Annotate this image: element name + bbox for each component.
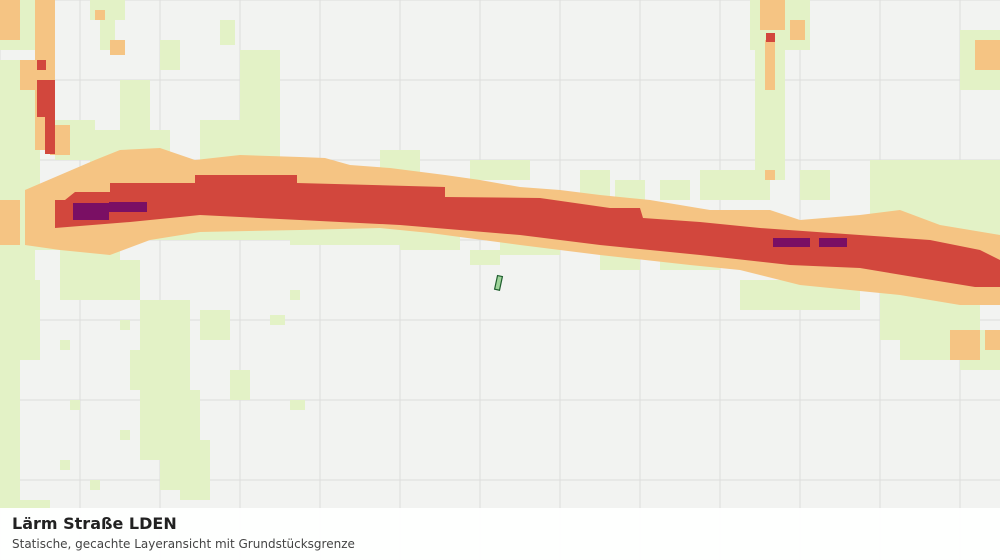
noise-zone-low xyxy=(230,370,250,400)
noise-zone-mid xyxy=(0,0,20,40)
noise-zone-low xyxy=(120,430,130,440)
map-title: Lärm Straße LDEN xyxy=(12,514,177,533)
noise-zone-max xyxy=(819,238,847,247)
noise-zone-low xyxy=(90,480,100,490)
noise-zone-high xyxy=(37,80,55,117)
noise-zone-mid xyxy=(95,10,105,20)
noise-zone-mid xyxy=(765,170,775,180)
noise-zone-low xyxy=(70,400,80,410)
noise-zone-max xyxy=(109,202,147,212)
noise-zone-low xyxy=(0,500,50,508)
noise-zone-low xyxy=(270,315,285,325)
noise-zone-max xyxy=(73,203,109,220)
noise-zone-low xyxy=(10,280,40,360)
noise-zone-mid xyxy=(975,40,1000,70)
noise-zone-low xyxy=(120,80,150,130)
noise-zone-low xyxy=(470,250,500,265)
noise-zone-high xyxy=(37,60,46,70)
noise-zone-low xyxy=(60,340,70,350)
parcel-boundary xyxy=(493,274,504,291)
noise-zone-mid xyxy=(0,200,20,245)
noise-zone-mid xyxy=(760,0,785,30)
noise-zone-mid xyxy=(950,330,980,360)
noise-zone-low xyxy=(220,20,235,45)
noise-zone-low xyxy=(200,310,230,340)
noise-zone-low xyxy=(130,350,160,390)
noise-zone-low xyxy=(60,460,70,470)
map-subtitle: Statische, gecachte Layeransicht mit Gru… xyxy=(12,537,355,551)
noise-zone-low xyxy=(470,160,530,180)
noise-band-high xyxy=(55,175,1000,287)
noise-zone-low xyxy=(660,180,690,200)
noise-zone-mid xyxy=(20,60,35,90)
caption-box: Lärm Straße LDEN Statische, gecachte Lay… xyxy=(0,508,1000,560)
noise-zone-mid xyxy=(110,40,125,55)
noise-zone-high xyxy=(766,33,775,42)
noise-zone-high xyxy=(45,117,55,154)
noise-zone-mid xyxy=(985,330,1000,350)
noise-zone-low xyxy=(290,400,305,410)
noise-zone-low xyxy=(160,40,180,70)
noise-zone-mid xyxy=(765,40,775,90)
noise-zone-low xyxy=(200,120,250,160)
noise-zone-low xyxy=(180,440,210,500)
noise-zone-low xyxy=(100,260,140,300)
noise-zone-mid xyxy=(790,20,805,40)
noise-zone-low xyxy=(800,170,830,200)
noise-zone-low xyxy=(120,320,130,330)
noise-zone-low xyxy=(290,290,300,300)
noise-zone-max xyxy=(773,238,810,247)
